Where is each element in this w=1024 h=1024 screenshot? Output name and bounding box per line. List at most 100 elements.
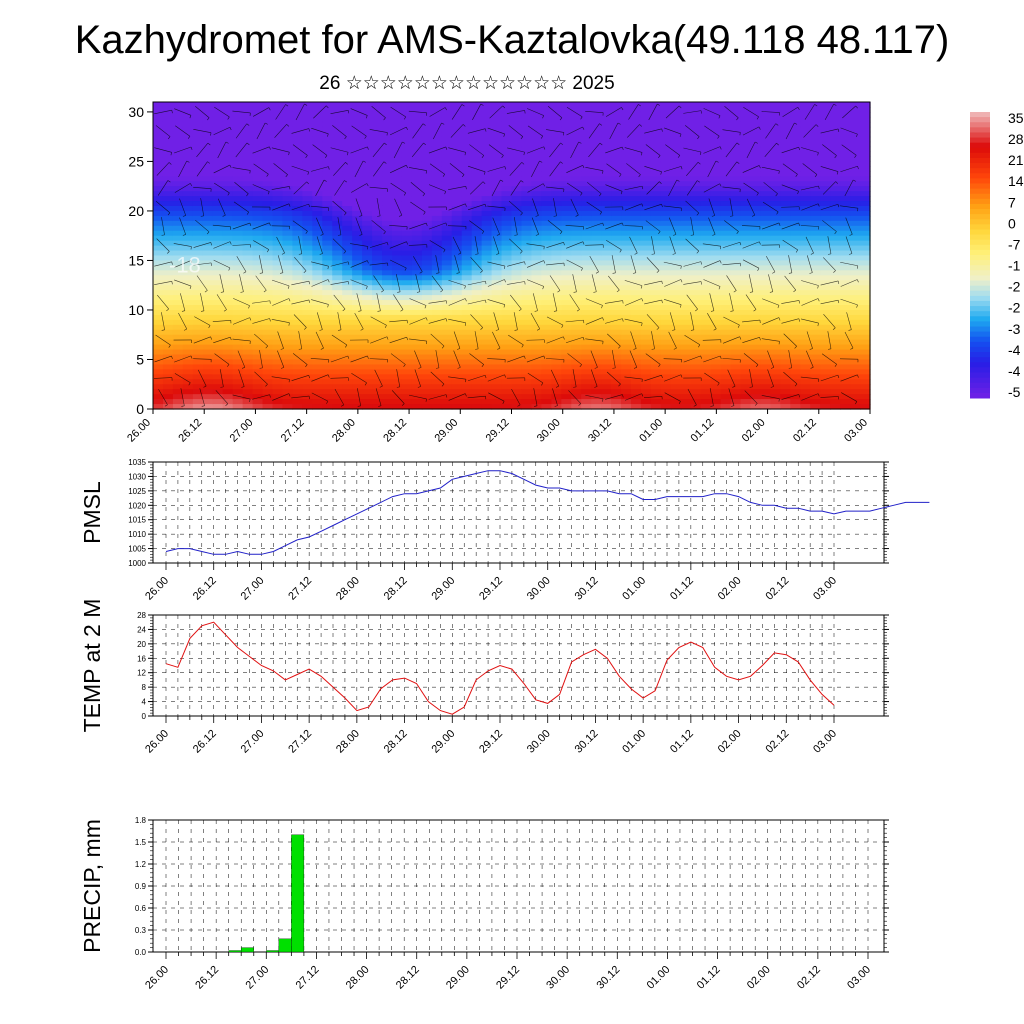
heatmap-cell — [770, 102, 781, 108]
wind-barb — [435, 367, 439, 369]
heatmap-cell — [342, 324, 353, 331]
wind-barb — [214, 353, 230, 365]
heatmap-cell — [820, 161, 831, 167]
heatmap-cell — [202, 186, 214, 192]
heatmap-cell — [332, 141, 343, 148]
heatmap-cell — [232, 102, 244, 108]
heatmap-cell — [192, 171, 204, 177]
heatmap-cell — [382, 136, 393, 143]
heatmap-cell — [471, 379, 483, 385]
heatmap-cell — [710, 235, 722, 242]
heatmap-cell — [441, 344, 453, 351]
heatmap-cell — [431, 329, 443, 336]
heatmap-cell — [362, 275, 373, 281]
heatmap-cell — [830, 225, 841, 232]
heatmap-cell — [860, 374, 871, 380]
heatmap-cell — [222, 295, 234, 301]
heatmap-cell — [352, 215, 363, 222]
heatmap-cell — [750, 344, 762, 351]
heatmap-cell — [172, 215, 184, 222]
heatmap-cell — [162, 106, 174, 113]
heatmap-cell — [740, 220, 752, 227]
heatmap-cell — [471, 305, 483, 311]
heatmap-cell — [272, 280, 284, 286]
heatmap-cell — [192, 225, 204, 232]
heatmap-cell — [750, 215, 762, 222]
heatmap-cell — [312, 270, 323, 276]
heatmap-cell — [232, 275, 244, 281]
heatmap-cell — [352, 245, 363, 252]
heatmap-cell — [860, 131, 871, 138]
heatmap-cell — [302, 374, 313, 380]
heatmap-cell — [640, 121, 652, 128]
heatmap-cell — [601, 196, 612, 202]
wind-barb — [410, 182, 425, 194]
heatmap-cell — [153, 319, 164, 326]
heatmap-cell — [372, 265, 383, 271]
heatmap-cell — [481, 220, 493, 227]
heatmap-cell — [451, 359, 463, 366]
heatmap-cell — [461, 106, 473, 113]
heatmap-cell — [392, 265, 403, 271]
wind-barb — [337, 312, 342, 330]
heatmap-cell — [342, 389, 353, 395]
heatmap-cell — [491, 250, 503, 257]
heatmap-cell — [710, 156, 722, 163]
wind-barb — [383, 231, 386, 235]
wind-barb — [308, 204, 310, 208]
heatmap-cell — [740, 270, 752, 276]
heatmap-cell — [521, 102, 533, 108]
heatmap-cell — [411, 106, 423, 113]
heatmap-cell — [710, 250, 722, 257]
heatmap-cell — [242, 389, 254, 395]
heatmap-cell — [192, 349, 204, 356]
wind-barb — [233, 298, 250, 306]
heatmap-cell — [481, 300, 493, 306]
heatmap-cell — [272, 230, 284, 237]
heatmap-cell — [631, 230, 642, 237]
heatmap-cell — [730, 230, 742, 237]
heatmap-cell — [192, 176, 204, 182]
heatmap-cell — [551, 225, 562, 232]
heatmap-cell — [690, 389, 702, 395]
heatmap-cell — [730, 399, 742, 405]
heatmap-cell — [730, 349, 742, 356]
heatmap-cell — [521, 161, 533, 167]
heatmap-cell — [790, 399, 801, 405]
heatmap-cell — [401, 354, 413, 361]
heatmap-cell — [621, 141, 632, 148]
heatmap-cell — [840, 240, 851, 247]
heatmap-cell — [660, 116, 672, 123]
heatmap-cell — [302, 136, 313, 143]
wind-barbs — [153, 103, 859, 407]
heatmap-cell — [740, 111, 752, 118]
heatmap-cell — [362, 131, 373, 138]
heatmap-cell — [660, 176, 672, 182]
heatmap-cell — [790, 389, 801, 395]
heatmap-cell — [362, 166, 373, 172]
heatmap-cell — [631, 379, 642, 385]
heatmap-cell — [670, 141, 682, 148]
heatmap-cell — [601, 379, 612, 385]
heatmap-cell — [541, 275, 552, 281]
heatmap-cell — [820, 196, 831, 202]
heatmap-cell — [860, 171, 871, 177]
heatmap-cell — [650, 285, 662, 291]
heatmap-cell — [860, 404, 871, 410]
heatmap-cell — [531, 394, 542, 400]
heatmap-cell — [730, 126, 742, 133]
heatmap-cell — [212, 136, 224, 143]
heatmap-cell — [282, 161, 294, 167]
heatmap-cell — [860, 339, 871, 346]
wind-barb — [431, 275, 444, 291]
heatmap-cell — [332, 314, 343, 321]
heatmap-cell — [451, 295, 463, 301]
heatmap-cell — [521, 171, 533, 177]
heatmap-cell — [531, 156, 542, 163]
wind-barb — [457, 367, 461, 369]
heatmap-cell — [282, 240, 294, 247]
heatmap-cell — [202, 146, 214, 153]
heatmap-cell — [531, 369, 542, 375]
wind-barb — [310, 261, 329, 267]
heatmap-cell — [720, 235, 732, 242]
